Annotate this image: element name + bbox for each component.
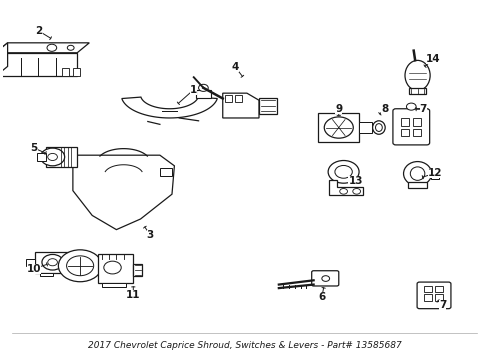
Polygon shape	[328, 180, 362, 195]
Polygon shape	[0, 43, 89, 53]
Text: 5: 5	[31, 143, 38, 153]
Bar	[424, 285, 431, 292]
Text: 10: 10	[27, 264, 41, 274]
Polygon shape	[46, 147, 77, 167]
Text: 4: 4	[231, 62, 238, 72]
FancyBboxPatch shape	[392, 109, 429, 145]
Circle shape	[58, 250, 102, 282]
Circle shape	[42, 255, 63, 270]
Text: 7: 7	[419, 104, 426, 114]
Bar	[400, 118, 408, 126]
Text: 13: 13	[348, 176, 362, 186]
Polygon shape	[223, 93, 259, 118]
Bar	[424, 294, 431, 301]
Polygon shape	[407, 183, 427, 188]
Polygon shape	[102, 283, 126, 287]
Polygon shape	[26, 259, 35, 266]
Circle shape	[41, 148, 64, 166]
Text: 2: 2	[35, 26, 42, 36]
Polygon shape	[0, 53, 77, 76]
Circle shape	[406, 103, 415, 110]
Polygon shape	[68, 258, 78, 267]
Polygon shape	[430, 172, 438, 179]
Text: 12: 12	[427, 168, 442, 178]
Polygon shape	[0, 43, 8, 76]
Text: 6: 6	[318, 292, 325, 302]
Polygon shape	[358, 122, 371, 133]
Circle shape	[327, 161, 358, 183]
Bar	[400, 129, 408, 136]
Circle shape	[103, 261, 121, 274]
Text: 1: 1	[190, 85, 197, 95]
Polygon shape	[98, 255, 133, 283]
Bar	[224, 95, 232, 102]
Bar	[434, 294, 442, 301]
Ellipse shape	[403, 162, 431, 186]
Polygon shape	[160, 168, 172, 176]
Polygon shape	[41, 273, 53, 276]
Polygon shape	[61, 68, 69, 76]
FancyBboxPatch shape	[311, 271, 338, 286]
Polygon shape	[122, 97, 217, 118]
FancyBboxPatch shape	[416, 282, 450, 309]
Text: 8: 8	[380, 104, 387, 114]
Polygon shape	[73, 68, 80, 76]
Bar	[234, 95, 242, 102]
Polygon shape	[408, 88, 426, 94]
Polygon shape	[196, 90, 210, 99]
Text: 11: 11	[126, 290, 140, 300]
Ellipse shape	[375, 123, 382, 131]
Ellipse shape	[372, 121, 385, 134]
Polygon shape	[259, 99, 277, 114]
Text: 2017 Chevrolet Caprice Shroud, Switches & Levers - Part# 13585687: 2017 Chevrolet Caprice Shroud, Switches …	[87, 341, 401, 350]
Bar	[434, 285, 442, 292]
Text: 7: 7	[438, 300, 446, 310]
Ellipse shape	[409, 167, 424, 180]
Polygon shape	[37, 153, 46, 161]
Polygon shape	[318, 113, 358, 143]
Text: 3: 3	[146, 230, 154, 240]
Polygon shape	[133, 264, 141, 276]
Polygon shape	[35, 252, 68, 273]
Bar	[412, 118, 421, 126]
Circle shape	[324, 117, 352, 138]
Text: 14: 14	[425, 54, 440, 64]
Text: 9: 9	[334, 104, 342, 114]
Circle shape	[198, 84, 208, 91]
Circle shape	[321, 276, 329, 282]
Bar	[412, 129, 421, 136]
Ellipse shape	[404, 60, 429, 90]
Polygon shape	[73, 155, 174, 230]
